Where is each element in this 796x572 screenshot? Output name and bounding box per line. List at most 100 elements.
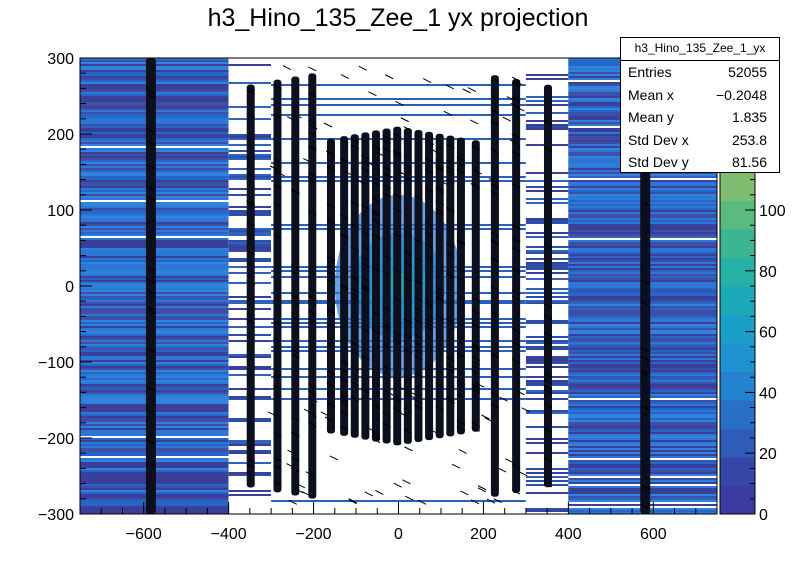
y-tick-label: 0 [65,279,74,296]
data-marker [456,239,466,245]
data-marker [543,428,553,433]
data-marker [246,250,255,256]
data-marker [641,301,650,307]
data-marker [511,151,521,157]
heatmap-row [525,80,569,82]
data-marker [325,150,335,156]
heatmap-row [228,62,272,64]
heatmap-row [228,492,272,494]
data-marker [471,145,481,151]
data-marker [490,353,500,359]
data-marker [446,243,455,248]
data-marker [456,169,466,175]
data-marker [641,405,650,411]
data-marker [403,407,413,413]
data-marker [329,455,339,461]
data-marker [339,410,349,416]
data-marker [146,93,156,99]
data-marker [488,177,498,183]
data-marker [641,279,650,285]
heatmap-row [525,496,569,498]
data-marker [382,147,391,153]
heatmap-row [525,504,569,506]
data-marker [490,231,500,237]
data-marker [511,268,521,273]
data-column [446,135,455,437]
data-marker [326,382,336,388]
heatmap-row [525,488,569,490]
data-column [308,73,317,499]
data-marker [424,157,434,163]
data-column [435,133,444,439]
data-marker [273,113,282,119]
data-marker [456,393,466,399]
data-marker [511,82,521,88]
heatmap-row [228,68,272,70]
data-marker [291,159,300,165]
data-marker [383,172,393,178]
data-marker [414,342,423,347]
data-marker [484,417,493,423]
data-marker [414,355,423,361]
heatmap-row [228,490,272,492]
data-marker [471,297,481,302]
data-marker [356,179,365,185]
data-marker [490,109,500,114]
y-tick-label: 300 [47,51,74,68]
data-marker [350,246,359,252]
data-marker [146,289,156,295]
stats-row-stddev-x: Std Dev x 253.8 [621,129,779,152]
data-marker [350,366,359,371]
data-marker [384,390,394,396]
data-marker [291,416,300,422]
data-marker [435,405,444,411]
data-marker [350,136,359,142]
data-marker [382,184,391,190]
data-marker [361,167,370,173]
data-marker [511,358,521,364]
stats-box: h3_Hino_135_Zee_1_yx Entries 52055 Mean … [620,37,780,173]
data-marker [273,457,282,463]
data-marker [393,132,402,138]
data-marker [511,224,521,230]
data-marker [382,166,391,172]
data-marker [393,153,402,159]
data-marker [493,498,502,504]
heatmap-row [525,74,569,76]
data-marker [543,403,553,409]
data-marker [446,166,455,172]
data-marker [446,159,455,165]
y-tick-label: −200 [38,431,74,448]
data-marker [326,166,336,172]
data-marker [451,463,461,469]
data-marker [446,398,456,404]
data-marker [414,385,423,391]
data-marker [371,438,381,444]
data-column [350,134,359,438]
data-marker [350,287,359,293]
data-column [326,138,335,434]
data-marker [456,382,466,388]
data-marker [435,211,444,217]
heatmap-row [228,76,272,78]
data-marker [273,464,282,470]
data-marker [490,148,500,154]
data-marker [326,203,336,209]
data-marker [446,367,455,373]
data-marker [403,250,413,256]
data-marker [403,261,413,267]
data-marker [246,221,255,227]
data-marker [543,314,553,320]
data-marker [471,322,481,328]
heatmap-row [525,58,569,60]
data-marker [326,270,336,276]
data-marker [414,372,423,378]
data-marker [339,391,349,397]
data-marker [291,294,300,300]
data-marker [543,372,553,378]
heatmap-row [228,80,272,82]
stats-label: Mean x [628,86,674,103]
heatmap-row [228,78,272,80]
data-marker [456,227,466,233]
data-marker [399,412,408,418]
